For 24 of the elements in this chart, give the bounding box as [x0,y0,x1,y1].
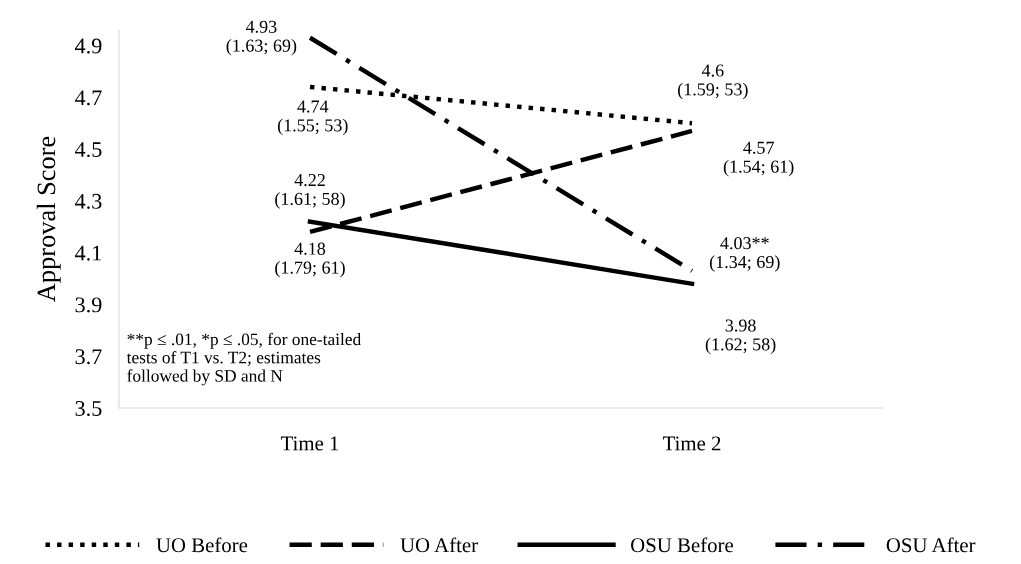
y-tick-label: 4.5 [74,142,102,158]
data-label: 4.93 (1.63; 69) [226,20,297,56]
y-tick-label: 3.5 [75,400,102,417]
data-label: 4.18 (1.79; 61) [275,242,345,278]
legend-label: OSU After [886,537,976,553]
annotation: **p ≤ .01, *p ≤ .05, for one-tailed tests of T1 vs. T2; estimates followed by SD and N [126,332,362,386]
data-label: 4.74 (1.55; 53) [277,100,348,136]
x-tick-label: Time 1 [280,436,339,451]
y-tick-label: 4.3 [74,193,102,209]
data-label: 4.03** (1.34; 69) [709,237,780,272]
data-label: 3.98 (1.62; 58) [705,319,776,355]
legend-label: UO Before [156,537,248,553]
y-axis-title: Approval Score [36,136,61,302]
data-label: 4.22 (1.61; 58) [275,173,345,209]
data-label: 4.57 (1.54; 61) [723,141,794,177]
legend-label: OSU Before [631,537,734,553]
y-tick-label: 4.9 [74,38,102,54]
y-tick-label: 4.1 [74,245,101,261]
y-tick-label: 4.7 [74,90,102,106]
data-label: 4.6 (1.59; 53) [678,64,748,100]
y-tick-label: 3.7 [75,349,102,365]
y-tick-label: 3.9 [75,297,102,313]
legend-label: UO After [400,537,478,553]
x-tick-label: Time 2 [662,436,721,451]
